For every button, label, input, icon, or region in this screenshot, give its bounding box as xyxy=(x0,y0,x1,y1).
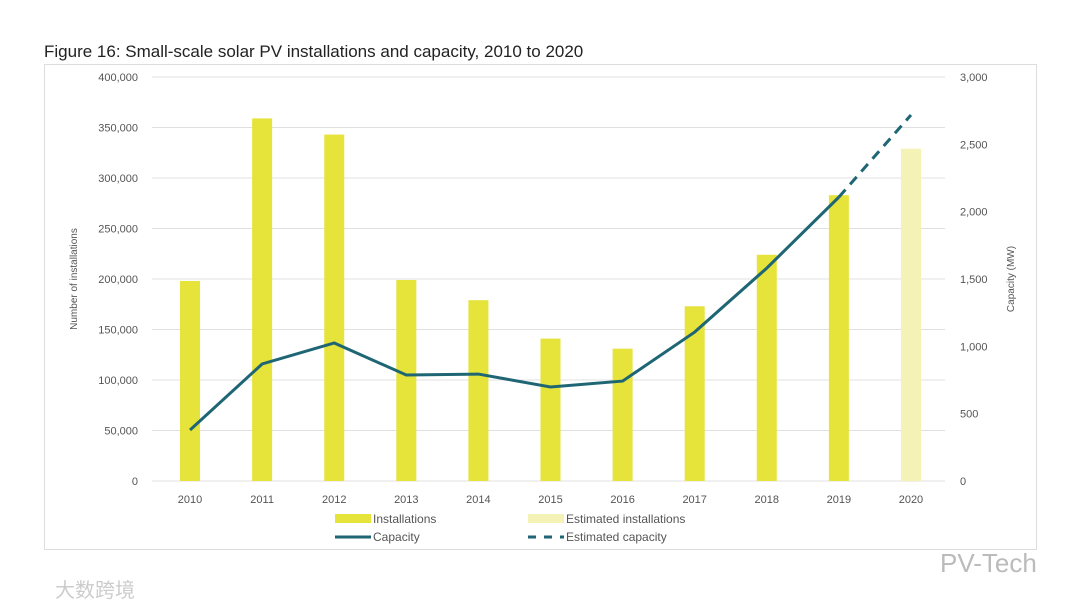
legend-label: Capacity xyxy=(373,530,420,544)
bar-installations xyxy=(180,281,201,481)
y2-tick-label: 0 xyxy=(960,476,966,488)
chart-frame xyxy=(44,64,1037,550)
bar-installations xyxy=(540,338,561,481)
bar-installations xyxy=(756,254,777,481)
x-tick-label: 2012 xyxy=(322,494,346,506)
line-capacity xyxy=(189,196,840,432)
y2-tick-label: 1,000 xyxy=(960,341,988,353)
watermark-pv-tech: PV-Tech xyxy=(940,548,1037,578)
x-tick-label: 2013 xyxy=(394,494,418,506)
line-estimated-capacity xyxy=(837,113,913,199)
legend-swatch xyxy=(528,514,564,523)
y-tick-label: 200,000 xyxy=(98,274,138,286)
watermark-left: 大数跨境 xyxy=(55,580,135,602)
y-tick-label: 400,000 xyxy=(98,72,138,84)
bar-installations xyxy=(468,300,489,481)
y2-tick-label: 2,000 xyxy=(960,207,988,219)
y2-axis-label: Capacity (MW) xyxy=(1006,246,1017,312)
y-tick-label: 0 xyxy=(132,476,138,488)
bar-installations xyxy=(612,348,633,481)
y-tick-label: 300,000 xyxy=(98,173,138,185)
y2-tick-label: 500 xyxy=(960,409,978,421)
bar-installations xyxy=(396,280,417,481)
bar-installations xyxy=(828,195,849,482)
legend-swatch xyxy=(335,514,371,523)
x-tick-label: 2019 xyxy=(827,494,851,506)
x-tick-label: 2011 xyxy=(250,494,274,506)
y-tick-label: 50,000 xyxy=(104,426,138,438)
chart-title: Figure 16: Small-scale solar PV installa… xyxy=(44,42,584,61)
x-tick-label: 2018 xyxy=(755,494,779,506)
x-tick-label: 2014 xyxy=(466,494,490,506)
y-axis-label: Number of installations xyxy=(69,228,80,330)
x-tick-label: 2010 xyxy=(178,494,202,506)
x-tick-label: 2015 xyxy=(538,494,562,506)
legend-label: Estimated installations xyxy=(566,512,685,526)
y-tick-label: 150,000 xyxy=(98,325,138,337)
y2-tick-label: 1,500 xyxy=(960,274,988,286)
legend-label: Estimated capacity xyxy=(566,530,667,544)
legend-label: Installations xyxy=(373,512,436,526)
bar-installations xyxy=(252,118,273,481)
bar-installations xyxy=(324,134,345,481)
x-tick-label: 2016 xyxy=(610,494,634,506)
x-tick-label: 2020 xyxy=(899,494,923,506)
y-tick-label: 100,000 xyxy=(98,375,138,387)
y-tick-label: 250,000 xyxy=(98,224,138,236)
bar-estimated-installations xyxy=(900,148,921,481)
bar-installations xyxy=(684,306,705,481)
y-tick-label: 350,000 xyxy=(98,123,138,135)
y2-tick-label: 3,000 xyxy=(960,72,988,84)
x-tick-label: 2017 xyxy=(682,494,706,506)
y2-tick-label: 2,500 xyxy=(960,139,988,151)
